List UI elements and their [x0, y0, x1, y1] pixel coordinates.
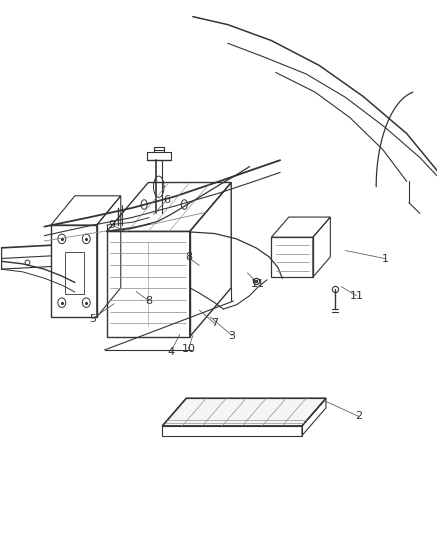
- Text: 6: 6: [163, 195, 170, 205]
- Text: 8: 8: [185, 253, 192, 262]
- Text: 10: 10: [181, 344, 195, 354]
- Text: 8: 8: [145, 296, 153, 306]
- Text: 2: 2: [355, 411, 362, 422]
- Polygon shape: [162, 398, 326, 426]
- Text: 5: 5: [89, 313, 96, 324]
- Text: 11: 11: [251, 279, 265, 288]
- Text: 7: 7: [211, 318, 218, 328]
- Text: 3: 3: [229, 330, 236, 341]
- Text: 1: 1: [381, 254, 389, 263]
- Text: 4: 4: [167, 346, 174, 357]
- Text: 9: 9: [109, 220, 116, 230]
- Text: 11: 11: [350, 290, 364, 301]
